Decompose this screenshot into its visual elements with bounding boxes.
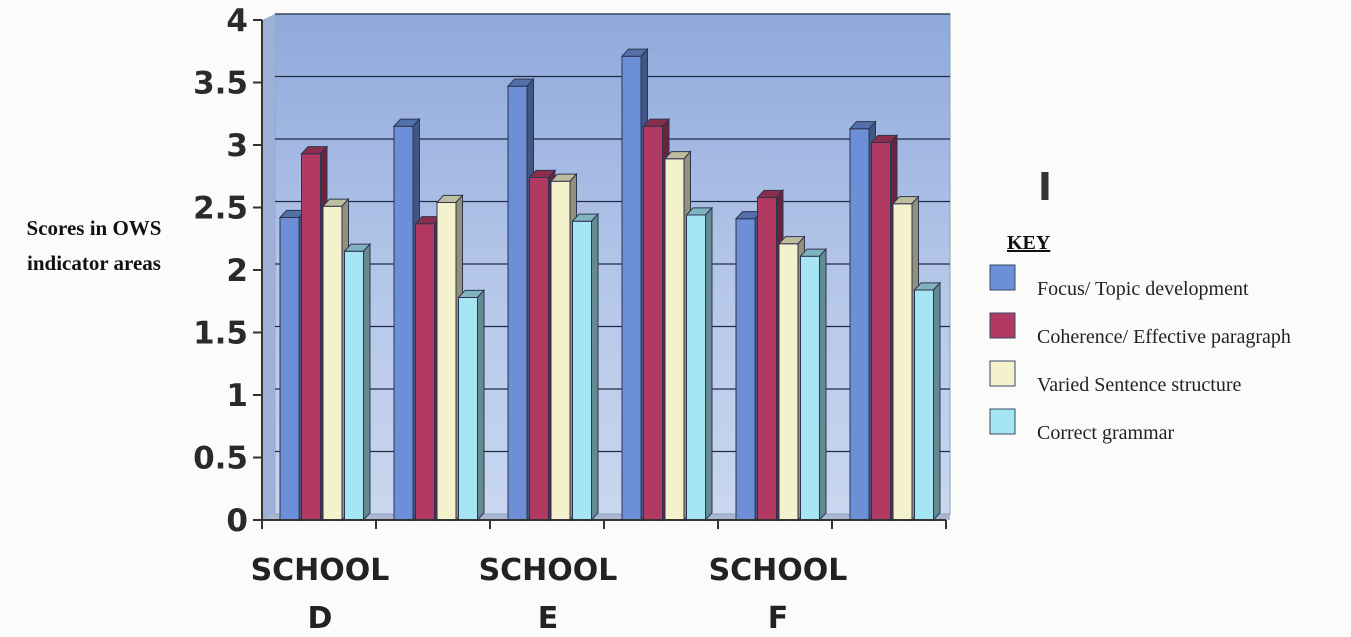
legend-title: KEY bbox=[1007, 232, 1051, 254]
legend-swatch bbox=[989, 264, 1016, 291]
category-label-f-line-2: F bbox=[768, 601, 789, 636]
bar bbox=[663, 150, 692, 522]
legend-label: Varied Sentence structure bbox=[1037, 374, 1241, 396]
y-tick-label: 2.5 bbox=[193, 191, 248, 227]
legend: KEY Focus/ Topic development Coherence/ E… bbox=[989, 232, 1291, 444]
bar bbox=[913, 281, 942, 522]
gridlines bbox=[275, 13, 950, 453]
x-category-labels: SCHOOL D SCHOOL E SCHOOL F bbox=[251, 553, 848, 636]
y-axis-label-line-2: indicator areas bbox=[27, 251, 161, 275]
y-tick-label: 2 bbox=[226, 253, 248, 289]
y-tick-label: 1 bbox=[226, 378, 248, 414]
bar bbox=[799, 247, 828, 522]
x-axis-ticks bbox=[261, 520, 947, 529]
y-tick-label: 3.5 bbox=[193, 66, 248, 102]
legend-swatch bbox=[989, 360, 1016, 387]
y-tick-label: 0 bbox=[226, 503, 248, 539]
bar bbox=[457, 289, 486, 522]
legend-swatch bbox=[989, 312, 1016, 339]
y-tick-label: 0.5 bbox=[193, 441, 248, 477]
category-label-f-line-1: SCHOOL bbox=[709, 553, 848, 588]
bar bbox=[685, 206, 714, 522]
legend-label: Coherence/ Effective paragraph bbox=[1037, 326, 1291, 348]
legend-label: Correct grammar bbox=[1037, 422, 1174, 444]
bar bbox=[343, 242, 372, 522]
y-axis-ticks: 0 0.5 1 1.5 2 2.5 3 3.5 4 bbox=[193, 3, 262, 539]
bar bbox=[571, 212, 600, 522]
category-label-e-line-1: SCHOOL bbox=[479, 553, 618, 588]
category-label-e-line-2: E bbox=[538, 601, 559, 636]
legend-label: Focus/ Topic development bbox=[1037, 278, 1249, 300]
y-axis-label-line-1: Scores in OWS bbox=[27, 216, 162, 240]
stray-mark: I bbox=[1038, 165, 1052, 209]
category-label-d-line-1: SCHOOL bbox=[251, 553, 390, 588]
y-tick-label: 4 bbox=[226, 3, 248, 39]
category-label-d-line-2: D bbox=[308, 601, 333, 636]
y-tick-label: 3 bbox=[226, 128, 248, 164]
legend-swatch bbox=[989, 408, 1016, 435]
y-tick-label: 1.5 bbox=[193, 316, 248, 352]
bars bbox=[278, 47, 942, 522]
